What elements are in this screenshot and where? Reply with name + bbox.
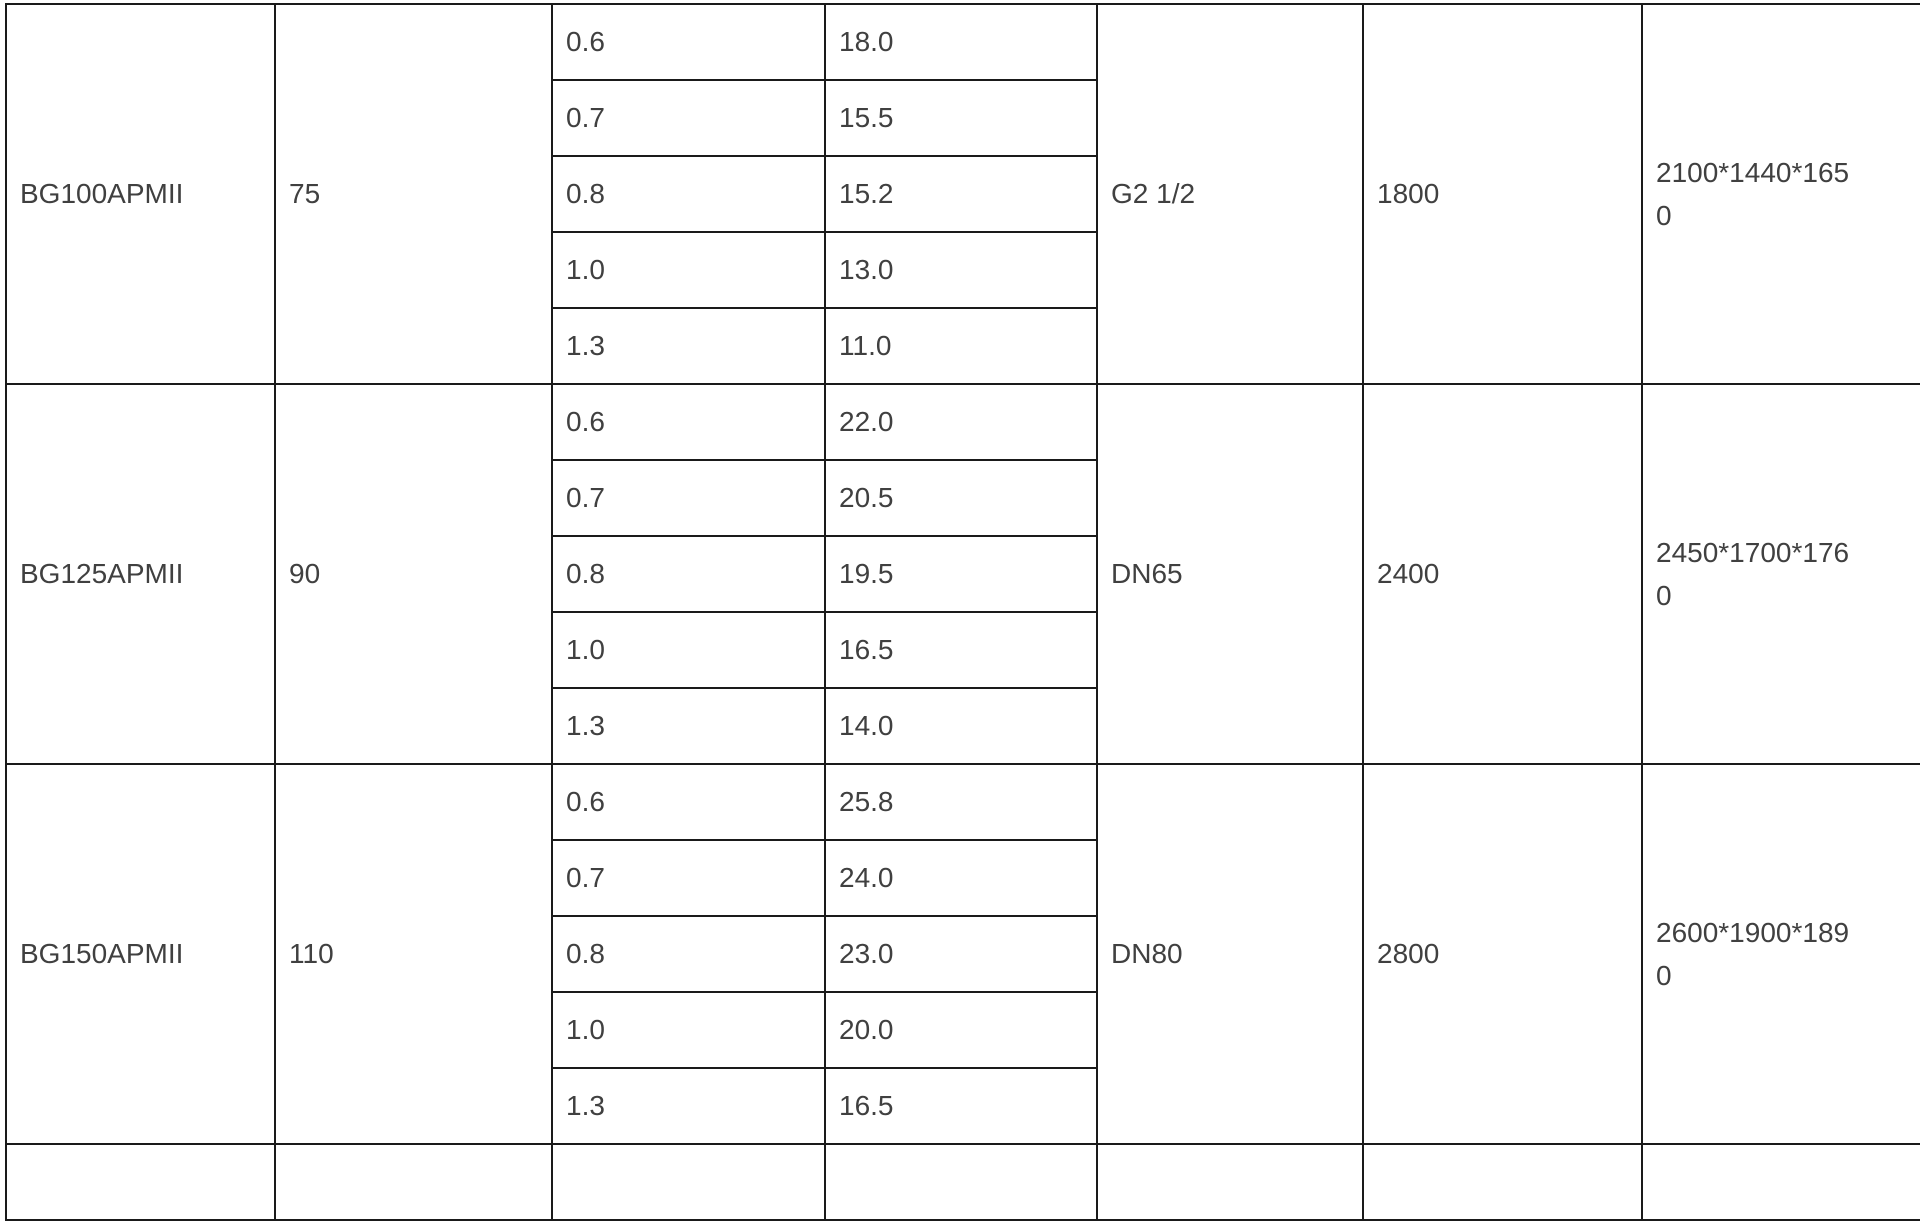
model-cell: BG125APMII [5, 383, 276, 765]
spec-table-body: BG100APMII 75 0.6 18.0 G2 1/2 1800 2100*1440*1… [5, 3, 1920, 1221]
capacity-cell: 13.0 [824, 231, 1098, 309]
capacity-cell: 14.0 [824, 687, 1098, 765]
dimensions-cell: 2600*1900*1890 [1641, 763, 1920, 1145]
weight-cell: 2400 [1362, 383, 1643, 765]
power-cell: 110 [274, 763, 553, 1145]
power-cell: 75 [274, 3, 553, 385]
capacity-cell: 15.5 [824, 79, 1098, 157]
capacity-cell: 16.5 [824, 611, 1098, 689]
spec-row: 0.7 24.0 [6, 839, 1920, 917]
capacity-cell: 18.0 [824, 3, 1098, 81]
capacity-cell: 22.0 [824, 383, 1098, 461]
spec-row: 1.0 13.0 [6, 231, 1920, 309]
spec-row: BG150APMII 110 0.6 25.8 DN80 2800 2600*1900*18… [5, 763, 1920, 1145]
pressure-cell: 0.7 [551, 79, 826, 157]
pressure-cell: 1.0 [551, 231, 826, 309]
capacity-cell: 15.2 [824, 155, 1098, 233]
spec-row: BG100APMII 75 0.6 18.0 G2 1/2 1800 2100*1440*1… [5, 3, 1920, 385]
capacity-cell: 20.0 [824, 991, 1098, 1069]
capacity-cell: 23.0 [824, 915, 1098, 993]
pressure-cell: 1.0 [551, 611, 826, 689]
outlet-cell: DN65 [1096, 383, 1364, 765]
spec-row: 0.8 15.2 [6, 155, 1920, 233]
spec-row: 1.3 11.0 [6, 307, 1920, 385]
weight-cell: 1800 [1362, 3, 1643, 385]
empty-cell [5, 1143, 276, 1221]
model-cell: BG150APMII [5, 763, 276, 1145]
pressure-cell: 0.6 [551, 763, 826, 841]
spec-row: 1.3 14.0 [6, 687, 1920, 765]
empty-cell [274, 1143, 553, 1221]
pressure-cell: 0.6 [551, 3, 826, 81]
empty-cell [1641, 1143, 1920, 1221]
spec-row: BG125APMII 90 0.6 22.0 DN65 2400 2450*1700*176… [5, 383, 1920, 765]
outlet-cell: G2 1/2 [1096, 3, 1364, 385]
spec-table-container: BG100APMII 75 0.6 18.0 G2 1/2 1800 2100*1440*1… [5, 3, 1920, 1221]
spec-table: BG100APMII 75 0.6 18.0 G2 1/2 1800 2100*1440*1… [5, 3, 1920, 1221]
pressure-cell: 1.3 [551, 307, 826, 385]
pressure-cell: 1.0 [551, 991, 826, 1069]
spec-row: 1.0 20.0 [6, 991, 1920, 1069]
capacity-cell: 24.0 [824, 839, 1098, 917]
spec-row: 0.7 20.5 [6, 459, 1920, 537]
empty-cell [1362, 1143, 1643, 1221]
empty-cell [824, 1143, 1098, 1221]
pressure-cell: 0.8 [551, 155, 826, 233]
capacity-cell: 19.5 [824, 535, 1098, 613]
outlet-cell: DN80 [1096, 763, 1364, 1145]
weight-cell: 2800 [1362, 763, 1643, 1145]
pressure-cell: 0.8 [551, 915, 826, 993]
spec-row: 0.8 23.0 [6, 915, 1920, 993]
spec-row: 1.3 16.5 [6, 1067, 1920, 1145]
spec-row: 1.0 16.5 [6, 611, 1920, 689]
pressure-cell: 0.7 [551, 459, 826, 537]
model-cell: BG100APMII [5, 3, 276, 385]
pressure-cell: 1.3 [551, 687, 826, 765]
empty-cell [551, 1143, 826, 1221]
pressure-cell: 0.6 [551, 383, 826, 461]
spec-row: 0.8 19.5 [6, 535, 1920, 613]
power-cell: 90 [274, 383, 553, 765]
pressure-cell: 1.3 [551, 1067, 826, 1145]
capacity-cell: 11.0 [824, 307, 1098, 385]
pressure-cell: 0.7 [551, 839, 826, 917]
capacity-cell: 16.5 [824, 1067, 1098, 1145]
empty-cell [1096, 1143, 1364, 1221]
pressure-cell: 0.8 [551, 535, 826, 613]
capacity-cell: 25.8 [824, 763, 1098, 841]
spec-row: 0.7 15.5 [6, 79, 1920, 157]
dimensions-cell: 2450*1700*1760 [1641, 383, 1920, 765]
dimensions-cell: 2100*1440*1650 [1641, 3, 1920, 385]
capacity-cell: 20.5 [824, 459, 1098, 537]
partial-next-row [5, 1143, 1920, 1221]
